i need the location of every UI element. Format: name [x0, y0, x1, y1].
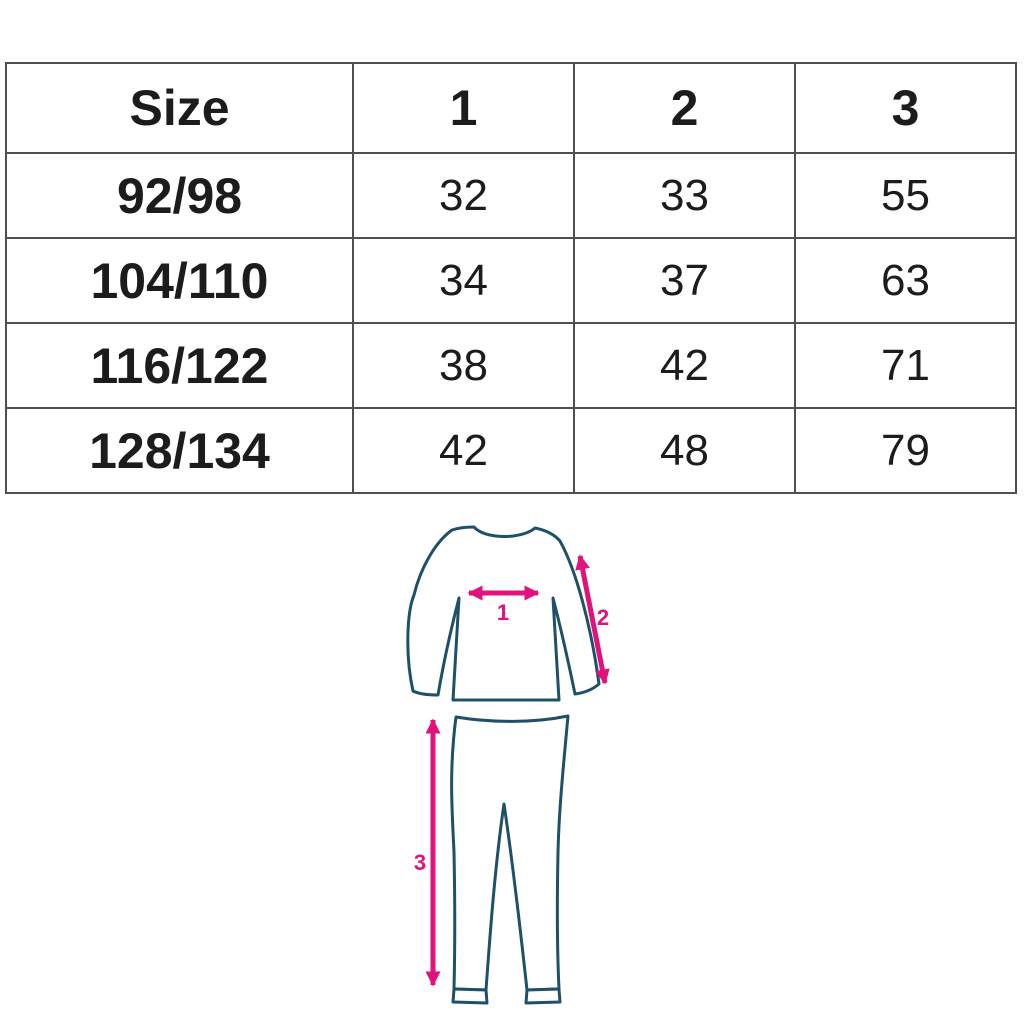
col-header-measure-2: 2	[573, 62, 796, 154]
pants-right-cuff	[524, 987, 562, 1005]
pajama-top-outline	[406, 525, 601, 702]
col-header-measure-1: 1	[352, 62, 575, 154]
value-cell: 42	[352, 407, 575, 494]
table-row: 116/122 38 42 71	[5, 322, 1017, 409]
pajama-pants-outline	[450, 714, 570, 992]
pants-left-cuff	[451, 987, 489, 1005]
size-table: Size 1 2 3 92/98 32 33 55 104/110 34 37 …	[5, 62, 1017, 494]
value-cell: 37	[573, 237, 796, 324]
table-header-row: Size 1 2 3	[5, 62, 1017, 154]
value-cell: 79	[794, 407, 1017, 494]
sleeve-length-label: 2	[597, 605, 609, 630]
value-cell: 42	[573, 322, 796, 409]
value-cell: 32	[352, 152, 575, 239]
size-label-cell: 104/110	[5, 237, 354, 324]
size-label-cell: 128/134	[5, 407, 354, 494]
size-label-cell: 92/98	[5, 152, 354, 239]
col-header-measure-3: 3	[794, 62, 1017, 154]
sleeve-length-arrow	[575, 554, 610, 685]
value-cell: 33	[573, 152, 796, 239]
size-label-cell: 116/122	[5, 322, 354, 409]
chest-width-label: 1	[497, 600, 509, 625]
table-row: 92/98 32 33 55	[5, 152, 1017, 239]
table-row: 128/134 42 48 79	[5, 407, 1017, 494]
value-cell: 38	[352, 322, 575, 409]
value-cell: 48	[573, 407, 796, 494]
value-cell: 63	[794, 237, 1017, 324]
value-cell: 55	[794, 152, 1017, 239]
pants-length-label: 3	[414, 850, 426, 875]
value-cell: 34	[352, 237, 575, 324]
table-row: 104/110 34 37 63	[5, 237, 1017, 324]
col-header-size: Size	[5, 62, 354, 154]
value-cell: 71	[794, 322, 1017, 409]
